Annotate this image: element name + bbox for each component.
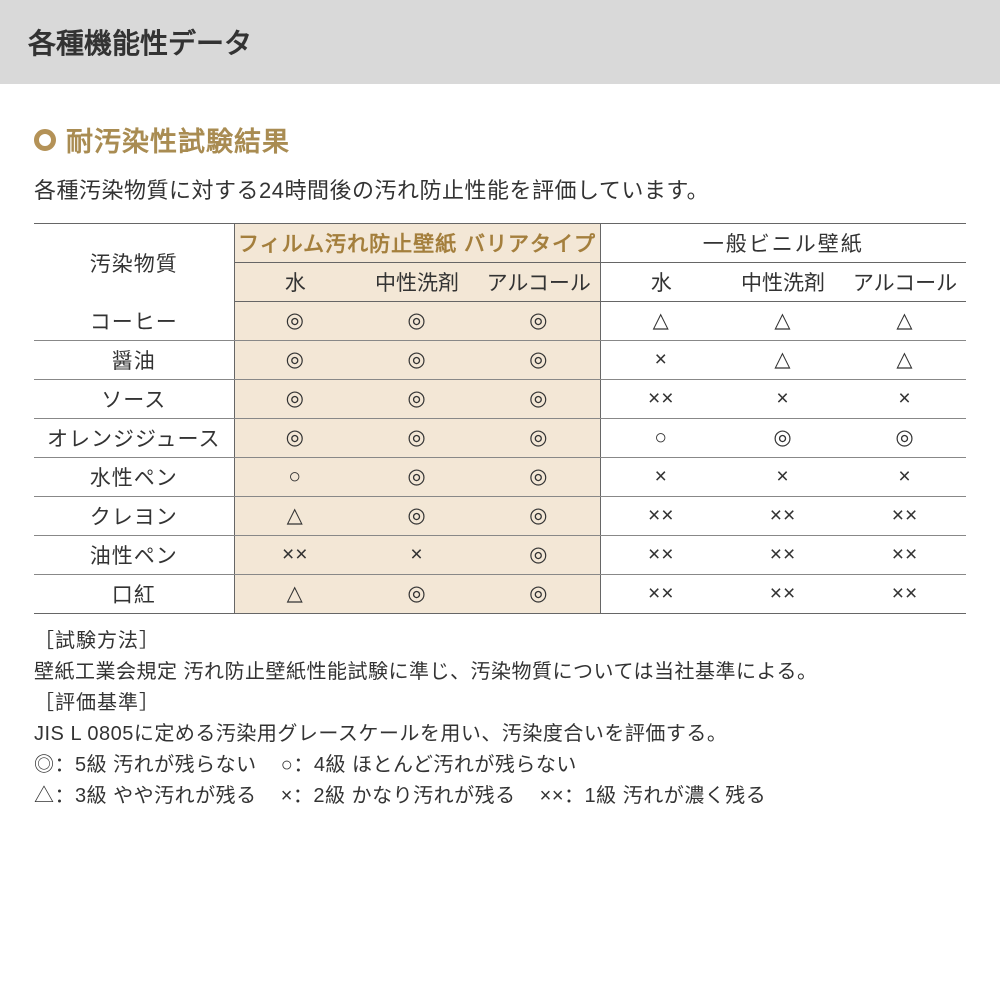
cell-b0: ××	[600, 535, 722, 574]
table-row: 水性ペン○◎◎×××	[34, 457, 966, 496]
bullet-ring-icon	[34, 129, 56, 151]
cell-a2: ◎	[478, 302, 600, 341]
method-label: ［試験方法］	[34, 626, 966, 657]
cell-a2: ◎	[478, 340, 600, 379]
content-region: 耐汚染性試験結果 各種汚染物質に対する24時間後の汚れ防止性能を評価しています。…	[0, 84, 1000, 812]
row-label: 口紅	[34, 574, 234, 613]
cell-a2: ◎	[478, 418, 600, 457]
cell-a1: ◎	[356, 379, 478, 418]
cell-b0: △	[600, 302, 722, 341]
cell-a0: ××	[234, 535, 356, 574]
legend-2c: ××：1級 汚れが濃く残る	[540, 785, 767, 807]
cell-b2: ◎	[844, 418, 966, 457]
cell-a1: ◎	[356, 574, 478, 613]
cell-a0: ◎	[234, 340, 356, 379]
page-title: 各種機能性データ	[28, 28, 252, 59]
table-row: コーヒー◎◎◎△△△	[34, 302, 966, 341]
page-title-bar: 各種機能性データ	[0, 0, 1000, 84]
table-row: ソース◎◎◎××××	[34, 379, 966, 418]
criteria-text: JIS L 0805に定める汚染用グレースケールを用い、汚染度合いを評価する。	[34, 719, 966, 750]
cell-a0: ○	[234, 457, 356, 496]
table-body: コーヒー◎◎◎△△△醤油◎◎◎×△△ソース◎◎◎××××オレンジジュース◎◎◎○…	[34, 302, 966, 614]
subcol-a0: 水	[234, 263, 356, 302]
row-header-label: 汚染物質	[34, 224, 234, 302]
cell-b2: △	[844, 302, 966, 341]
cell-b0: ××	[600, 496, 722, 535]
row-label: クレヨン	[34, 496, 234, 535]
subcol-a1: 中性洗剤	[356, 263, 478, 302]
cell-a0: △	[234, 496, 356, 535]
table-wrap: 汚染物質 フィルム汚れ防止壁紙 バリアタイプ 一般ビニル壁紙 水 中性洗剤 アル…	[34, 223, 966, 614]
cell-a1: ◎	[356, 496, 478, 535]
cell-b1: ◎	[722, 418, 844, 457]
row-label: コーヒー	[34, 302, 234, 341]
section-description: 各種汚染物質に対する24時間後の汚れ防止性能を評価しています。	[34, 173, 966, 205]
table-row: クレヨン△◎◎××××××	[34, 496, 966, 535]
cell-b2: △	[844, 340, 966, 379]
cell-b0: ××	[600, 574, 722, 613]
notes-block: ［試験方法］ 壁紙工業会規定 汚れ防止壁紙性能試験に準じ、汚染物質については当社…	[34, 626, 966, 812]
cell-a1: ◎	[356, 302, 478, 341]
cell-b0: ○	[600, 418, 722, 457]
row-label: 水性ペン	[34, 457, 234, 496]
cell-b0: ××	[600, 379, 722, 418]
legend-line-2: △：3級 やや汚れが残る ×：2級 かなり汚れが残る ××：1級 汚れが濃く残る	[34, 781, 966, 812]
cell-a2: ◎	[478, 496, 600, 535]
row-label: 醤油	[34, 340, 234, 379]
subcol-b1: 中性洗剤	[722, 263, 844, 302]
cell-b1: ×	[722, 379, 844, 418]
cell-a1: ×	[356, 535, 478, 574]
cell-a0: ◎	[234, 418, 356, 457]
subcol-b2: アルコール	[844, 263, 966, 302]
legend-2a: △：3級 やや汚れが残る	[34, 785, 257, 807]
cell-b1: ××	[722, 496, 844, 535]
results-table: 汚染物質 フィルム汚れ防止壁紙 バリアタイプ 一般ビニル壁紙 水 中性洗剤 アル…	[34, 223, 966, 614]
cell-b1: △	[722, 340, 844, 379]
legend-line-1: ◎：5級 汚れが残らない ○：4級 ほとんど汚れが残らない	[34, 750, 966, 781]
cell-a0: △	[234, 574, 356, 613]
row-label: オレンジジュース	[34, 418, 234, 457]
cell-b1: △	[722, 302, 844, 341]
cell-b2: ××	[844, 496, 966, 535]
cell-a0: ◎	[234, 379, 356, 418]
cell-b2: ×	[844, 379, 966, 418]
table-row: オレンジジュース◎◎◎○◎◎	[34, 418, 966, 457]
subcol-b0: 水	[600, 263, 722, 302]
method-text: 壁紙工業会規定 汚れ防止壁紙性能試験に準じ、汚染物質については当社基準による。	[34, 657, 966, 688]
cell-b0: ×	[600, 340, 722, 379]
cell-b1: ××	[722, 535, 844, 574]
legend-1a: ◎：5級 汚れが残らない	[34, 754, 257, 776]
legend-2b: ×：2級 かなり汚れが残る	[281, 785, 516, 807]
cell-a2: ◎	[478, 379, 600, 418]
legend-1b: ○：4級 ほとんど汚れが残らない	[281, 754, 577, 776]
cell-a2: ◎	[478, 574, 600, 613]
row-label: 油性ペン	[34, 535, 234, 574]
cell-a1: ◎	[356, 340, 478, 379]
row-label: ソース	[34, 379, 234, 418]
cell-b0: ×	[600, 457, 722, 496]
cell-b1: ××	[722, 574, 844, 613]
section-title: 耐汚染性試験結果	[66, 120, 290, 159]
cell-b2: ××	[844, 535, 966, 574]
table-row: 醤油◎◎◎×△△	[34, 340, 966, 379]
group-a-header: フィルム汚れ防止壁紙 バリアタイプ	[234, 224, 600, 263]
cell-a2: ◎	[478, 535, 600, 574]
cell-a1: ◎	[356, 457, 478, 496]
subcol-a2: アルコール	[478, 263, 600, 302]
cell-a1: ◎	[356, 418, 478, 457]
cell-b1: ×	[722, 457, 844, 496]
cell-a2: ◎	[478, 457, 600, 496]
table-row: 油性ペン×××◎××××××	[34, 535, 966, 574]
cell-a0: ◎	[234, 302, 356, 341]
criteria-label: ［評価基準］	[34, 688, 966, 719]
section-heading: 耐汚染性試験結果	[34, 120, 966, 159]
table-header-top: 汚染物質 フィルム汚れ防止壁紙 バリアタイプ 一般ビニル壁紙	[34, 224, 966, 263]
group-b-header: 一般ビニル壁紙	[600, 224, 966, 263]
cell-b2: ××	[844, 574, 966, 613]
table-row: 口紅△◎◎××××××	[34, 574, 966, 613]
cell-b2: ×	[844, 457, 966, 496]
